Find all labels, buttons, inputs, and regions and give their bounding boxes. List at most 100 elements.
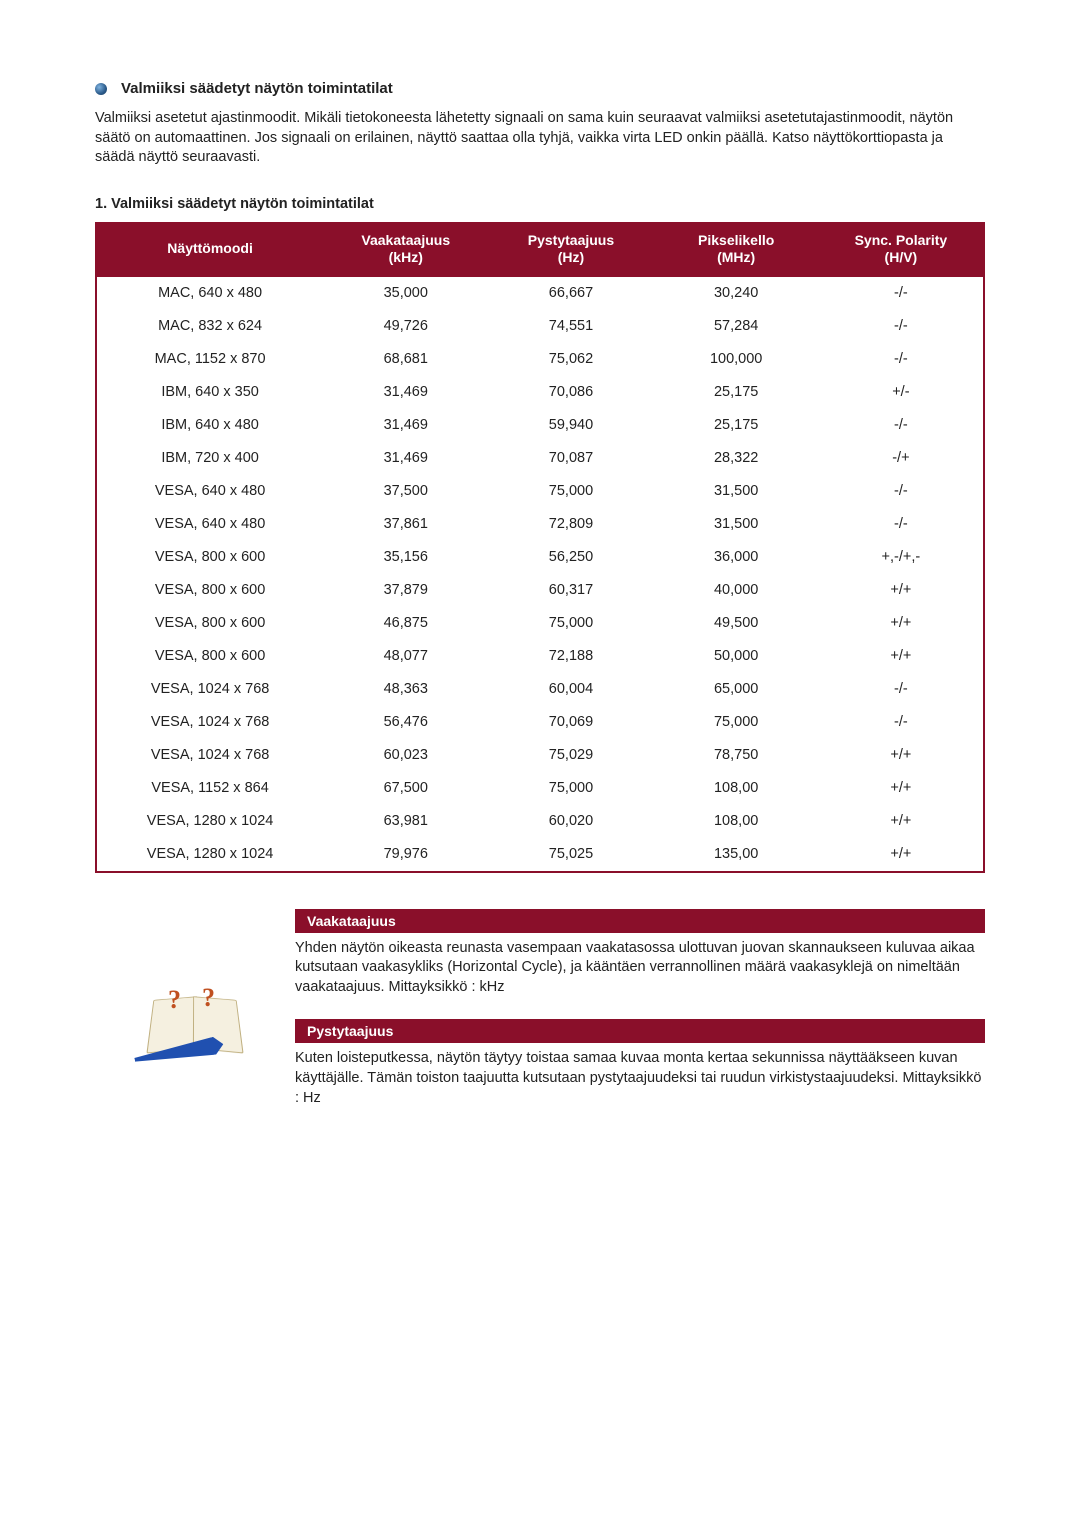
cell-value: 37,861 [323,508,488,541]
definitions-block: ? ? Vaakataajuus Yhden näytön oikeasta r… [95,909,985,1130]
section-title: Valmiiksi säädetyt näytön toimintatilat [121,80,393,97]
cell-mode: VESA, 800 x 600 [96,640,323,673]
cell-mode: VESA, 640 x 480 [96,475,323,508]
table-row: VESA, 1280 x 102479,97675,025135,00+/+ [96,838,984,872]
cell-sync: +/+ [819,574,984,607]
definitions-icon-column: ? ? [95,979,295,1059]
book-question-icon: ? ? [140,979,250,1059]
table-row: VESA, 800 x 60037,87960,31740,000+/+ [96,574,984,607]
cell-mode: IBM, 640 x 480 [96,409,323,442]
timing-modes-table: Näyttömoodi Vaakataajuus(kHz) Pystytaaju… [95,222,985,873]
cell-value: 68,681 [323,343,488,376]
cell-sync: +,-/+,- [819,541,984,574]
th-sync: Sync. Polarity(H/V) [819,222,984,277]
th-hfreq: Vaakataajuus(kHz) [323,222,488,277]
table-row: VESA, 1152 x 86467,50075,000108,00+/+ [96,772,984,805]
cell-value: 36,000 [654,541,819,574]
cell-value: 49,726 [323,310,488,343]
intro-paragraph: Valmiiksi asetetut ajastinmoodit. Mikäli… [95,109,985,168]
cell-sync: -/- [819,310,984,343]
cell-value: 60,023 [323,739,488,772]
cell-mode: IBM, 640 x 350 [96,376,323,409]
cell-value: 31,469 [323,376,488,409]
cell-mode: VESA, 1280 x 1024 [96,838,323,872]
cell-value: 135,00 [654,838,819,872]
cell-value: 70,069 [488,706,653,739]
cell-value: 49,500 [654,607,819,640]
cell-mode: MAC, 1152 x 870 [96,343,323,376]
cell-sync: -/- [819,508,984,541]
cell-value: 35,000 [323,277,488,310]
cell-value: 60,317 [488,574,653,607]
def-vertical-text: Kuten loisteputkessa, näytön täytyy tois… [295,1049,985,1108]
cell-value: 60,004 [488,673,653,706]
cell-mode: VESA, 1152 x 864 [96,772,323,805]
cell-value: 66,667 [488,277,653,310]
cell-value: 31,469 [323,442,488,475]
table-row: VESA, 640 x 48037,50075,00031,500-/- [96,475,984,508]
cell-sync: -/- [819,409,984,442]
cell-value: 37,879 [323,574,488,607]
cell-sync: +/+ [819,772,984,805]
table-row: VESA, 1024 x 76860,02375,02978,750+/+ [96,739,984,772]
cell-mode: MAC, 640 x 480 [96,277,323,310]
th-pixclk: Pikselikello(MHz) [654,222,819,277]
cell-mode: MAC, 832 x 624 [96,310,323,343]
cell-value: 48,363 [323,673,488,706]
cell-mode: VESA, 800 x 600 [96,607,323,640]
cell-mode: VESA, 1024 x 768 [96,673,323,706]
cell-value: 31,469 [323,409,488,442]
cell-sync: -/- [819,706,984,739]
table-row: VESA, 800 x 60048,07772,18850,000+/+ [96,640,984,673]
cell-value: 79,976 [323,838,488,872]
table-row: IBM, 640 x 48031,46959,94025,175-/- [96,409,984,442]
cell-value: 37,500 [323,475,488,508]
cell-mode: IBM, 720 x 400 [96,442,323,475]
table-row: IBM, 640 x 35031,46970,08625,175+/- [96,376,984,409]
cell-mode: VESA, 1024 x 768 [96,739,323,772]
cell-value: 72,809 [488,508,653,541]
cell-sync: -/+ [819,442,984,475]
cell-value: 108,00 [654,805,819,838]
cell-sync: +/+ [819,838,984,872]
cell-sync: -/- [819,475,984,508]
cell-value: 74,551 [488,310,653,343]
cell-sync: +/- [819,376,984,409]
cell-sync: +/+ [819,640,984,673]
cell-sync: +/+ [819,739,984,772]
table-row: VESA, 1024 x 76848,36360,00465,000-/- [96,673,984,706]
cell-sync: -/- [819,673,984,706]
table-row: VESA, 1280 x 102463,98160,020108,00+/+ [96,805,984,838]
cell-mode: VESA, 640 x 480 [96,508,323,541]
cell-value: 31,500 [654,508,819,541]
cell-sync: -/- [819,343,984,376]
cell-value: 72,188 [488,640,653,673]
def-horizontal-title: Vaakataajuus [295,909,985,933]
table-title: 1. Valmiiksi säädetyt näytön toimintatil… [95,196,985,212]
cell-value: 67,500 [323,772,488,805]
cell-value: 75,062 [488,343,653,376]
cell-value: 46,875 [323,607,488,640]
table-row: MAC, 640 x 48035,00066,66730,240-/- [96,277,984,310]
cell-value: 75,000 [488,607,653,640]
cell-mode: VESA, 800 x 600 [96,574,323,607]
cell-value: 70,087 [488,442,653,475]
cell-value: 75,000 [488,772,653,805]
cell-value: 70,086 [488,376,653,409]
cell-value: 63,981 [323,805,488,838]
cell-value: 78,750 [654,739,819,772]
cell-mode: VESA, 1280 x 1024 [96,805,323,838]
table-row: MAC, 832 x 62449,72674,55157,284-/- [96,310,984,343]
bullet-icon [95,83,107,95]
cell-value: 48,077 [323,640,488,673]
table-row: IBM, 720 x 40031,46970,08728,322-/+ [96,442,984,475]
cell-value: 40,000 [654,574,819,607]
def-horizontal-text: Yhden näytön oikeasta reunasta vasempaan… [295,939,985,998]
cell-value: 30,240 [654,277,819,310]
table-row: VESA, 1024 x 76856,47670,06975,000-/- [96,706,984,739]
cell-value: 75,000 [654,706,819,739]
cell-value: 56,250 [488,541,653,574]
cell-sync: -/- [819,277,984,310]
cell-value: 75,000 [488,475,653,508]
section-heading-row: Valmiiksi säädetyt näytön toimintatilat [95,80,985,97]
